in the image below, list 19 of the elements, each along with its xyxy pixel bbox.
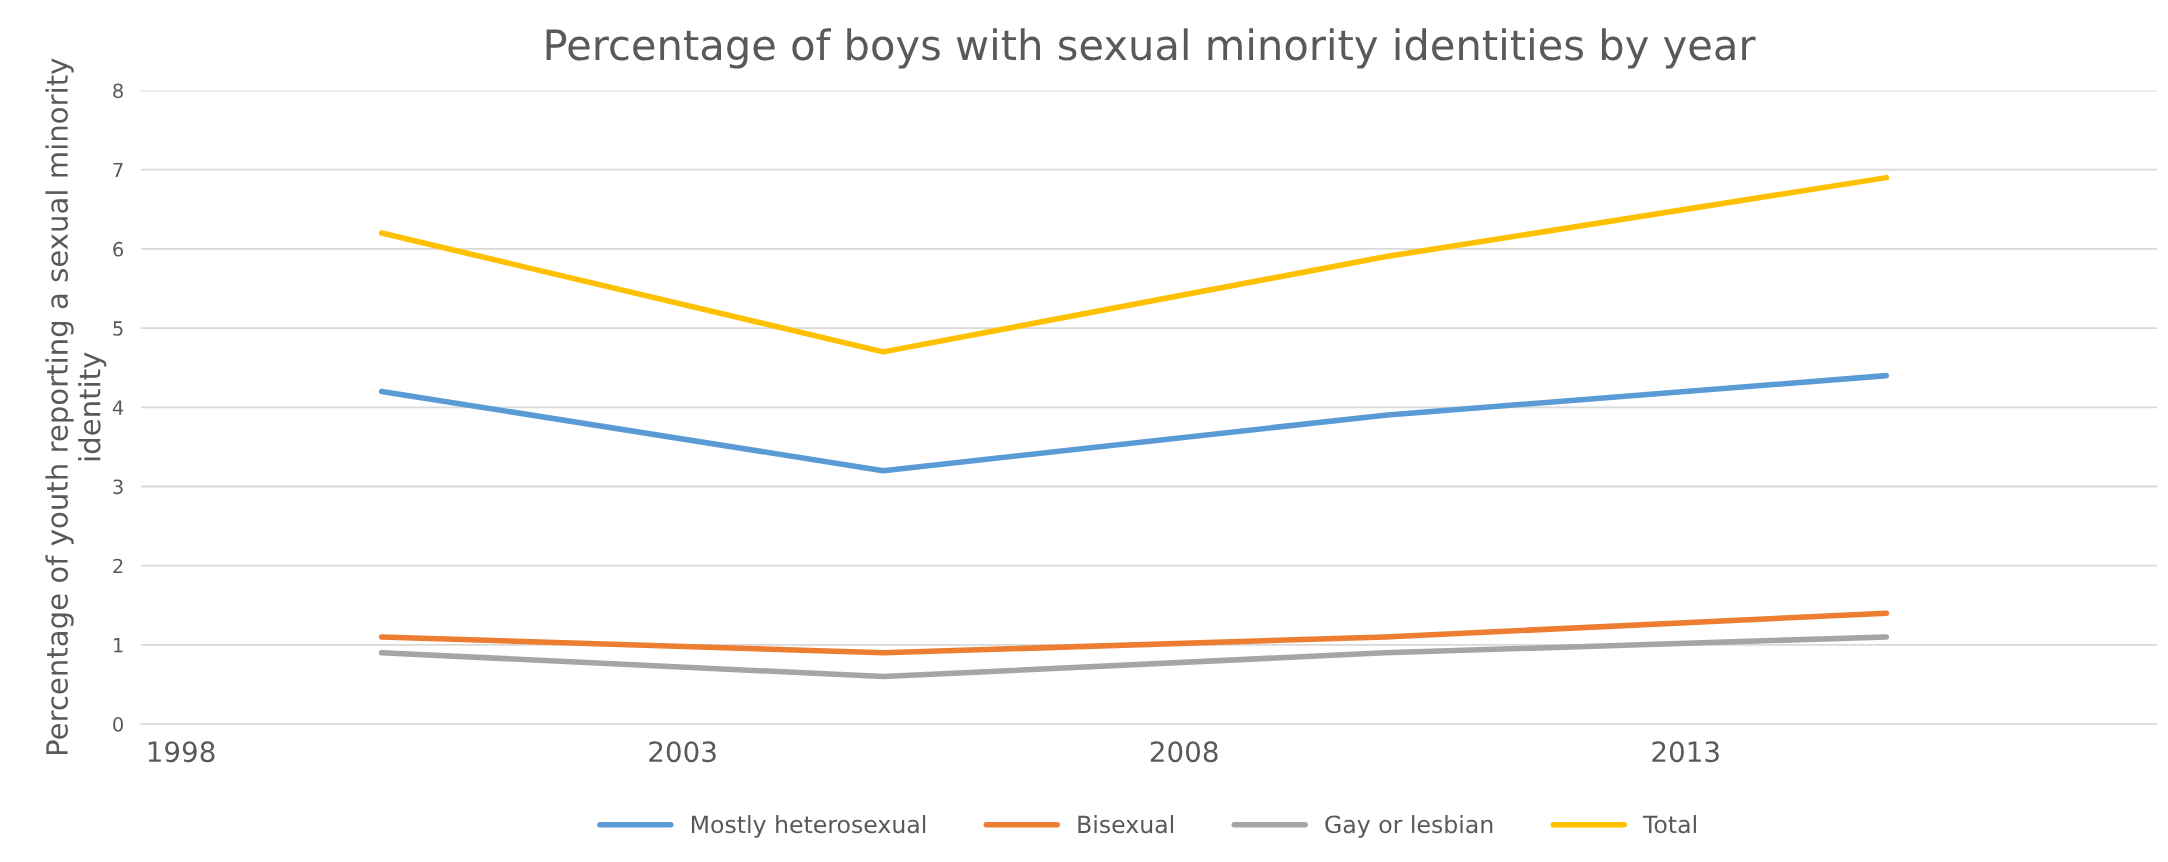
y-tick-label: 4 (112, 400, 124, 415)
y-tick-label: 0 (113, 717, 123, 732)
y-tick-label: 2 (113, 558, 123, 574)
legend-label: Bisexual (1078, 815, 1174, 834)
x-tick-label: 2003 (649, 741, 716, 763)
y-tick-label: 3 (113, 479, 123, 495)
y-axis-title: Percentage of youth reporting a sexual minority identity (45, 58, 107, 755)
x-tick-label: 1998 (148, 741, 215, 763)
x-tick-label: 2013 (1652, 741, 1719, 763)
chart-title: Percentage of boys with sexual minority identities by year (546, 28, 1756, 69)
legend-label: Gay or lesbian (1325, 815, 1493, 838)
legend-label: Mostly heterosexual (691, 815, 926, 838)
y-tick-label: 8 (113, 83, 123, 99)
x-tick-label: 2008 (1150, 741, 1218, 763)
y-tick-label: 6 (113, 241, 124, 257)
y-tick-label: 1 (114, 638, 123, 653)
y-tick-label: 7 (113, 162, 123, 178)
legend-label: Total (1642, 815, 1696, 834)
y-tick-label: 5 (113, 321, 123, 336)
